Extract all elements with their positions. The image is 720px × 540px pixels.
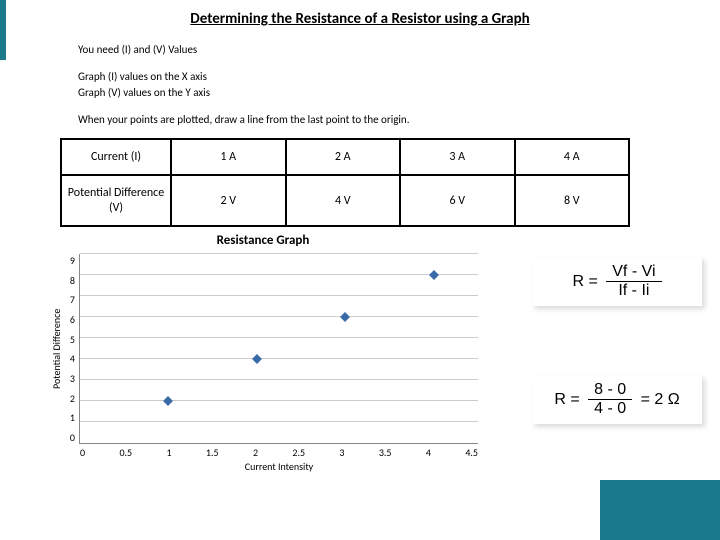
chart-point (163, 396, 173, 406)
chart-plot-area (79, 254, 478, 444)
resistance-chart: Resistance Graph Potential Difference 9 8… (48, 233, 478, 473)
chart-x-tick: 4 (426, 446, 431, 459)
accent-bar-top (0, 0, 6, 60)
formula-general: R = Vf - Vi If - Ii (532, 257, 702, 306)
table-cell: 6 V (400, 175, 515, 226)
formula-result: = 2 Ω (641, 391, 680, 409)
chart-x-tick: 0 (80, 446, 85, 459)
table-cell: 4 V (286, 175, 401, 226)
chart-y-tick: 8 (65, 274, 75, 287)
formula-left: R = (572, 273, 597, 291)
formula-solved: R = 8 - 0 4 - 0 = 2 Ω (532, 375, 702, 424)
table-cell: 2 V (171, 175, 286, 226)
formula-left: R = (554, 391, 579, 409)
chart-y-tick: 2 (65, 392, 75, 405)
chart-y-tick: 4 (65, 352, 75, 365)
chart-y-tick: 6 (65, 313, 75, 326)
table-row2-label: Potential Difference (V) (61, 175, 171, 226)
chart-point (252, 354, 262, 364)
table-row1-label: Current (I) (61, 139, 171, 175)
chart-gridline (80, 400, 478, 401)
chart-y-tick: 0 (65, 431, 75, 444)
chart-gridline (80, 295, 478, 296)
chart-gridline (80, 316, 478, 317)
chart-y-tick: 1 (65, 411, 75, 424)
chart-y-tick: 3 (65, 372, 75, 385)
chart-gridline (80, 337, 478, 338)
chart-point (340, 312, 350, 322)
formula-numerator: 8 - 0 (588, 381, 632, 400)
chart-x-tick: 1 (166, 446, 171, 459)
formula-denominator: 4 - 0 (588, 400, 632, 418)
table-cell: 8 V (515, 175, 630, 226)
chart-gridline (80, 379, 478, 380)
instructions-block: You need (I) and (V) Values Graph (I) va… (0, 28, 720, 128)
chart-y-label: Potential Difference (48, 254, 65, 444)
chart-title: Resistance Graph (48, 233, 478, 248)
chart-y-tick: 9 (65, 254, 75, 267)
chart-gridline (80, 358, 478, 359)
chart-gridline (80, 421, 478, 422)
chart-point (429, 270, 439, 280)
chart-x-tick: 3 (339, 446, 344, 459)
chart-x-label: Current Intensity (80, 460, 478, 473)
table-row: Current (I) 1 A 2 A 3 A 4 A (61, 139, 629, 175)
chart-gridline (80, 274, 478, 275)
instruction-line-2b: Graph (V) values on the Y axis (78, 85, 720, 102)
table-cell: 4 A (515, 139, 630, 175)
table-row: Potential Difference (V) 2 V 4 V 6 V 8 V (61, 175, 629, 226)
formula-numerator: Vf - Vi (606, 263, 661, 282)
table-cell: 1 A (171, 139, 286, 175)
chart-x-tick: 3.5 (379, 446, 392, 459)
table-cell: 2 A (286, 139, 401, 175)
chart-x-tick: 1.5 (206, 446, 219, 459)
instruction-line-2a: Graph (I) values on the X axis (78, 69, 720, 86)
formula-denominator: If - Ii (606, 282, 661, 300)
chart-x-tick: 0.5 (119, 446, 132, 459)
chart-x-tick: 2 (253, 446, 258, 459)
chart-y-tick: 5 (65, 333, 75, 346)
chart-gridline (80, 253, 478, 254)
chart-y-ticks: 9 8 7 6 5 4 3 2 1 0 (65, 254, 79, 444)
instruction-line-1: You need (I) and (V) Values (78, 42, 720, 59)
instruction-line-3: When your points are plotted, draw a lin… (78, 112, 720, 129)
table-cell: 3 A (400, 139, 515, 175)
page-title: Determining the Resistance of a Resistor… (0, 0, 720, 28)
chart-y-tick: 7 (65, 293, 75, 306)
chart-x-tick: 4.5 (465, 446, 478, 459)
data-table: Current (I) 1 A 2 A 3 A 4 A Potential Di… (60, 138, 630, 227)
chart-x-ticks: 0 0.5 1 1.5 2 2.5 3 3.5 4 4.5 (80, 446, 478, 459)
chart-x-tick: 2.5 (292, 446, 305, 459)
